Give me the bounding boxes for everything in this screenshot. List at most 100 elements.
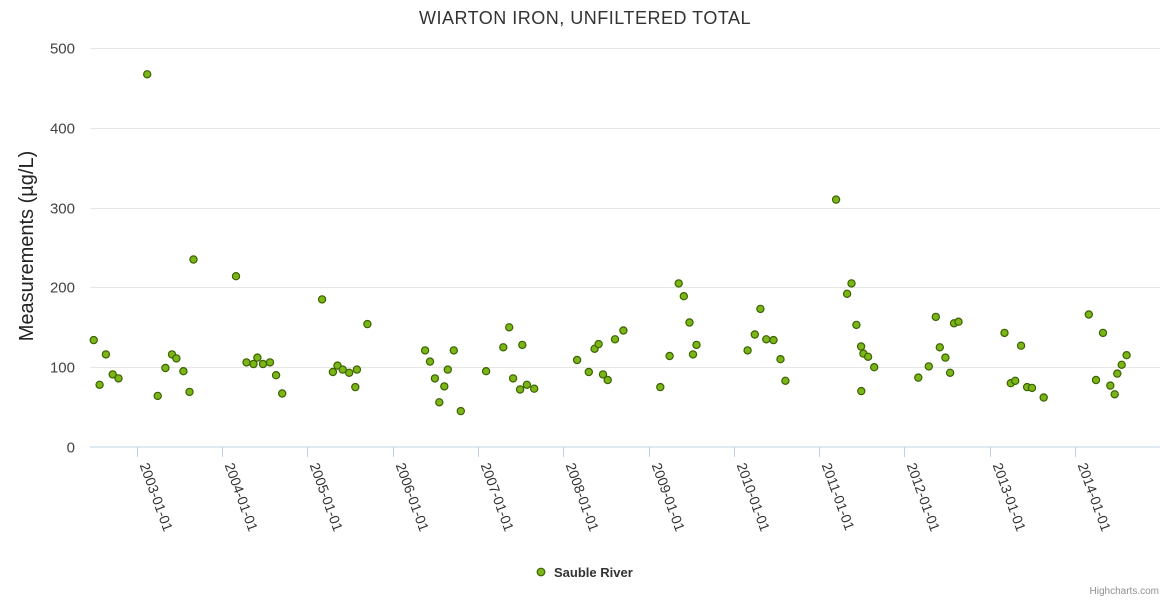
- legend-item-sauble-river[interactable]: Sauble River: [554, 565, 633, 580]
- data-point[interactable]: [762, 335, 771, 344]
- data-point[interactable]: [572, 355, 582, 365]
- data-point[interactable]: [656, 382, 665, 392]
- data-point[interactable]: [945, 368, 955, 377]
- data-point[interactable]: [142, 70, 152, 79]
- data-point[interactable]: [352, 365, 362, 374]
- data-point[interactable]: [1106, 381, 1115, 390]
- data-point[interactable]: [265, 358, 275, 367]
- data-point[interactable]: [1110, 390, 1119, 399]
- data-point[interactable]: [941, 353, 950, 362]
- data-point[interactable]: [1000, 328, 1009, 338]
- data-point[interactable]: [161, 363, 170, 373]
- data-point[interactable]: [847, 279, 856, 288]
- data-point[interactable]: [108, 370, 117, 379]
- data-point[interactable]: [328, 367, 338, 377]
- data-point[interactable]: [594, 339, 603, 349]
- data-point[interactable]: [530, 384, 539, 393]
- data-point[interactable]: [242, 358, 251, 367]
- data-point[interactable]: [857, 386, 866, 396]
- data-point[interactable]: [278, 389, 287, 398]
- data-point[interactable]: [363, 319, 372, 329]
- data-point[interactable]: [481, 367, 491, 376]
- data-point[interactable]: [769, 335, 778, 345]
- data-point[interactable]: [153, 391, 162, 401]
- data-point[interactable]: [870, 363, 879, 372]
- data-point[interactable]: [499, 343, 508, 352]
- data-point[interactable]: [345, 368, 354, 377]
- data-point[interactable]: [842, 289, 852, 298]
- data-point[interactable]: [743, 346, 752, 355]
- data-point[interactable]: [456, 406, 465, 416]
- data-point[interactable]: [253, 353, 262, 362]
- chart-title: WIARTON IRON, UNFILTERED TOTAL: [419, 8, 751, 28]
- data-point[interactable]: [756, 304, 765, 314]
- data-point[interactable]: [692, 340, 701, 350]
- data-point[interactable]: [954, 317, 963, 326]
- data-point[interactable]: [924, 362, 934, 371]
- data-point[interactable]: [420, 346, 430, 355]
- data-point[interactable]: [619, 326, 628, 335]
- legend[interactable]: Sauble River: [536, 565, 633, 580]
- data-point[interactable]: [185, 387, 194, 397]
- data-point[interactable]: [688, 350, 698, 359]
- series-sauble-river[interactable]: [89, 70, 1131, 416]
- data-point[interactable]: [101, 350, 111, 359]
- data-point[interactable]: [1011, 376, 1020, 385]
- data-point[interactable]: [1091, 375, 1101, 385]
- data-point[interactable]: [449, 346, 458, 355]
- data-point[interactable]: [856, 342, 866, 351]
- data-point[interactable]: [1122, 351, 1131, 360]
- data-point[interactable]: [435, 398, 444, 407]
- data-point[interactable]: [440, 382, 449, 391]
- data-point[interactable]: [1117, 360, 1126, 369]
- data-point[interactable]: [443, 365, 452, 374]
- data-point[interactable]: [508, 374, 518, 383]
- data-point[interactable]: [685, 318, 694, 327]
- data-point[interactable]: [914, 373, 923, 382]
- data-point[interactable]: [931, 312, 941, 322]
- data-point[interactable]: [1098, 328, 1108, 338]
- data-point[interactable]: [1113, 369, 1122, 378]
- data-point[interactable]: [179, 367, 188, 376]
- data-point[interactable]: [189, 255, 198, 264]
- data-point[interactable]: [430, 374, 440, 383]
- data-point[interactable]: [231, 272, 241, 281]
- data-point[interactable]: [518, 340, 527, 350]
- data-point[interactable]: [584, 367, 594, 377]
- data-point[interactable]: [95, 380, 104, 389]
- data-point[interactable]: [317, 295, 327, 304]
- data-point[interactable]: [271, 371, 281, 380]
- data-point[interactable]: [1027, 383, 1037, 393]
- data-point[interactable]: [522, 380, 532, 389]
- data-point[interactable]: [679, 292, 689, 301]
- data-point[interactable]: [776, 355, 785, 364]
- data-point[interactable]: [598, 370, 608, 379]
- data-point[interactable]: [249, 359, 258, 369]
- data-point[interactable]: [114, 374, 123, 383]
- data-point[interactable]: [863, 352, 873, 361]
- data-point[interactable]: [515, 385, 525, 394]
- data-point[interactable]: [425, 357, 435, 366]
- data-point[interactable]: [89, 335, 98, 345]
- data-point[interactable]: [351, 382, 360, 392]
- data-point[interactable]: [338, 365, 347, 374]
- y-axis: 0 100 200 300 400 500: [50, 41, 75, 457]
- data-point[interactable]: [1016, 341, 1026, 350]
- data-point[interactable]: [610, 335, 620, 344]
- data-point[interactable]: [172, 354, 181, 363]
- y-tick-label: 0: [67, 440, 75, 457]
- data-point[interactable]: [674, 279, 683, 288]
- data-point[interactable]: [603, 375, 612, 385]
- data-point[interactable]: [935, 343, 945, 352]
- credits-link[interactable]: Highcharts.com: [1090, 586, 1159, 597]
- data-point[interactable]: [665, 351, 674, 361]
- data-point[interactable]: [750, 330, 760, 339]
- data-point[interactable]: [258, 359, 268, 369]
- data-point[interactable]: [781, 376, 790, 385]
- data-point[interactable]: [831, 195, 841, 204]
- data-point[interactable]: [852, 320, 861, 330]
- data-point[interactable]: [505, 323, 514, 332]
- data-point[interactable]: [1039, 393, 1048, 402]
- data-point[interactable]: [1084, 310, 1094, 319]
